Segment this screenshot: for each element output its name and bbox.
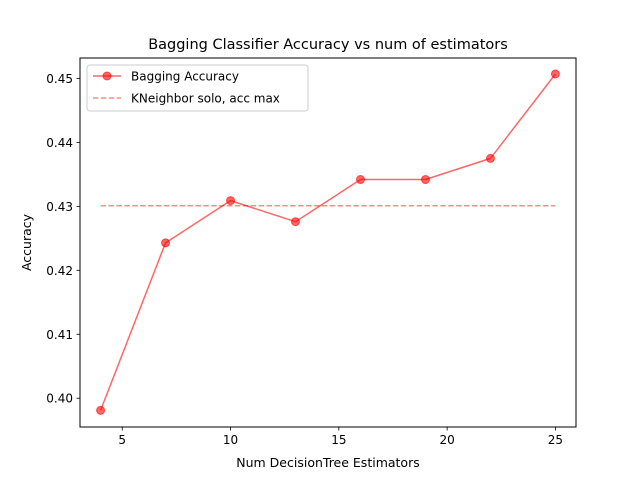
- bagging-accuracy-line: [99, 73, 557, 411]
- plot-area: [96, 69, 560, 415]
- x-tick-label: 5: [118, 433, 126, 447]
- x-axis-ticks: 5 10 15 20 25: [118, 427, 563, 447]
- plot-frame: [79, 57, 577, 428]
- data-point: [420, 175, 430, 185]
- x-tick-label: 15: [331, 433, 346, 447]
- x-axis-label: Num DecisionTree Estimators: [236, 455, 419, 470]
- y-tick-label: 0.41: [46, 328, 73, 342]
- data-point: [550, 69, 560, 79]
- legend-label-bagging-accuracy: Bagging Accuracy: [131, 70, 239, 84]
- legend: Bagging Accuracy KNeighbor solo, acc max: [86, 64, 309, 112]
- x-tick-label: 25: [548, 433, 563, 447]
- x-tick-label: 10: [223, 433, 238, 447]
- data-point: [485, 153, 495, 163]
- legend-box: [86, 64, 309, 112]
- data-point: [291, 217, 301, 227]
- y-tick-label: 0.42: [46, 264, 73, 278]
- y-tick-label: 0.44: [46, 136, 73, 150]
- y-tick-label: 0.40: [46, 392, 73, 406]
- legend-label-kneighbor-solo: KNeighbor solo, acc max: [131, 92, 280, 106]
- y-axis-label: Accuracy: [19, 213, 34, 271]
- data-point: [161, 238, 171, 248]
- legend-marker-bagging-accuracy: [102, 71, 112, 81]
- data-point: [226, 196, 236, 206]
- chart-title: Bagging Classifier Accuracy vs num of es…: [148, 37, 508, 53]
- y-tick-label: 0.43: [46, 200, 73, 214]
- data-point: [96, 405, 106, 415]
- y-tick-label: 0.45: [46, 72, 73, 86]
- x-tick-label: 20: [439, 433, 454, 447]
- data-point: [355, 175, 365, 185]
- y-axis-ticks: 0.40 0.41 0.42 0.43 0.44 0.45: [46, 72, 80, 406]
